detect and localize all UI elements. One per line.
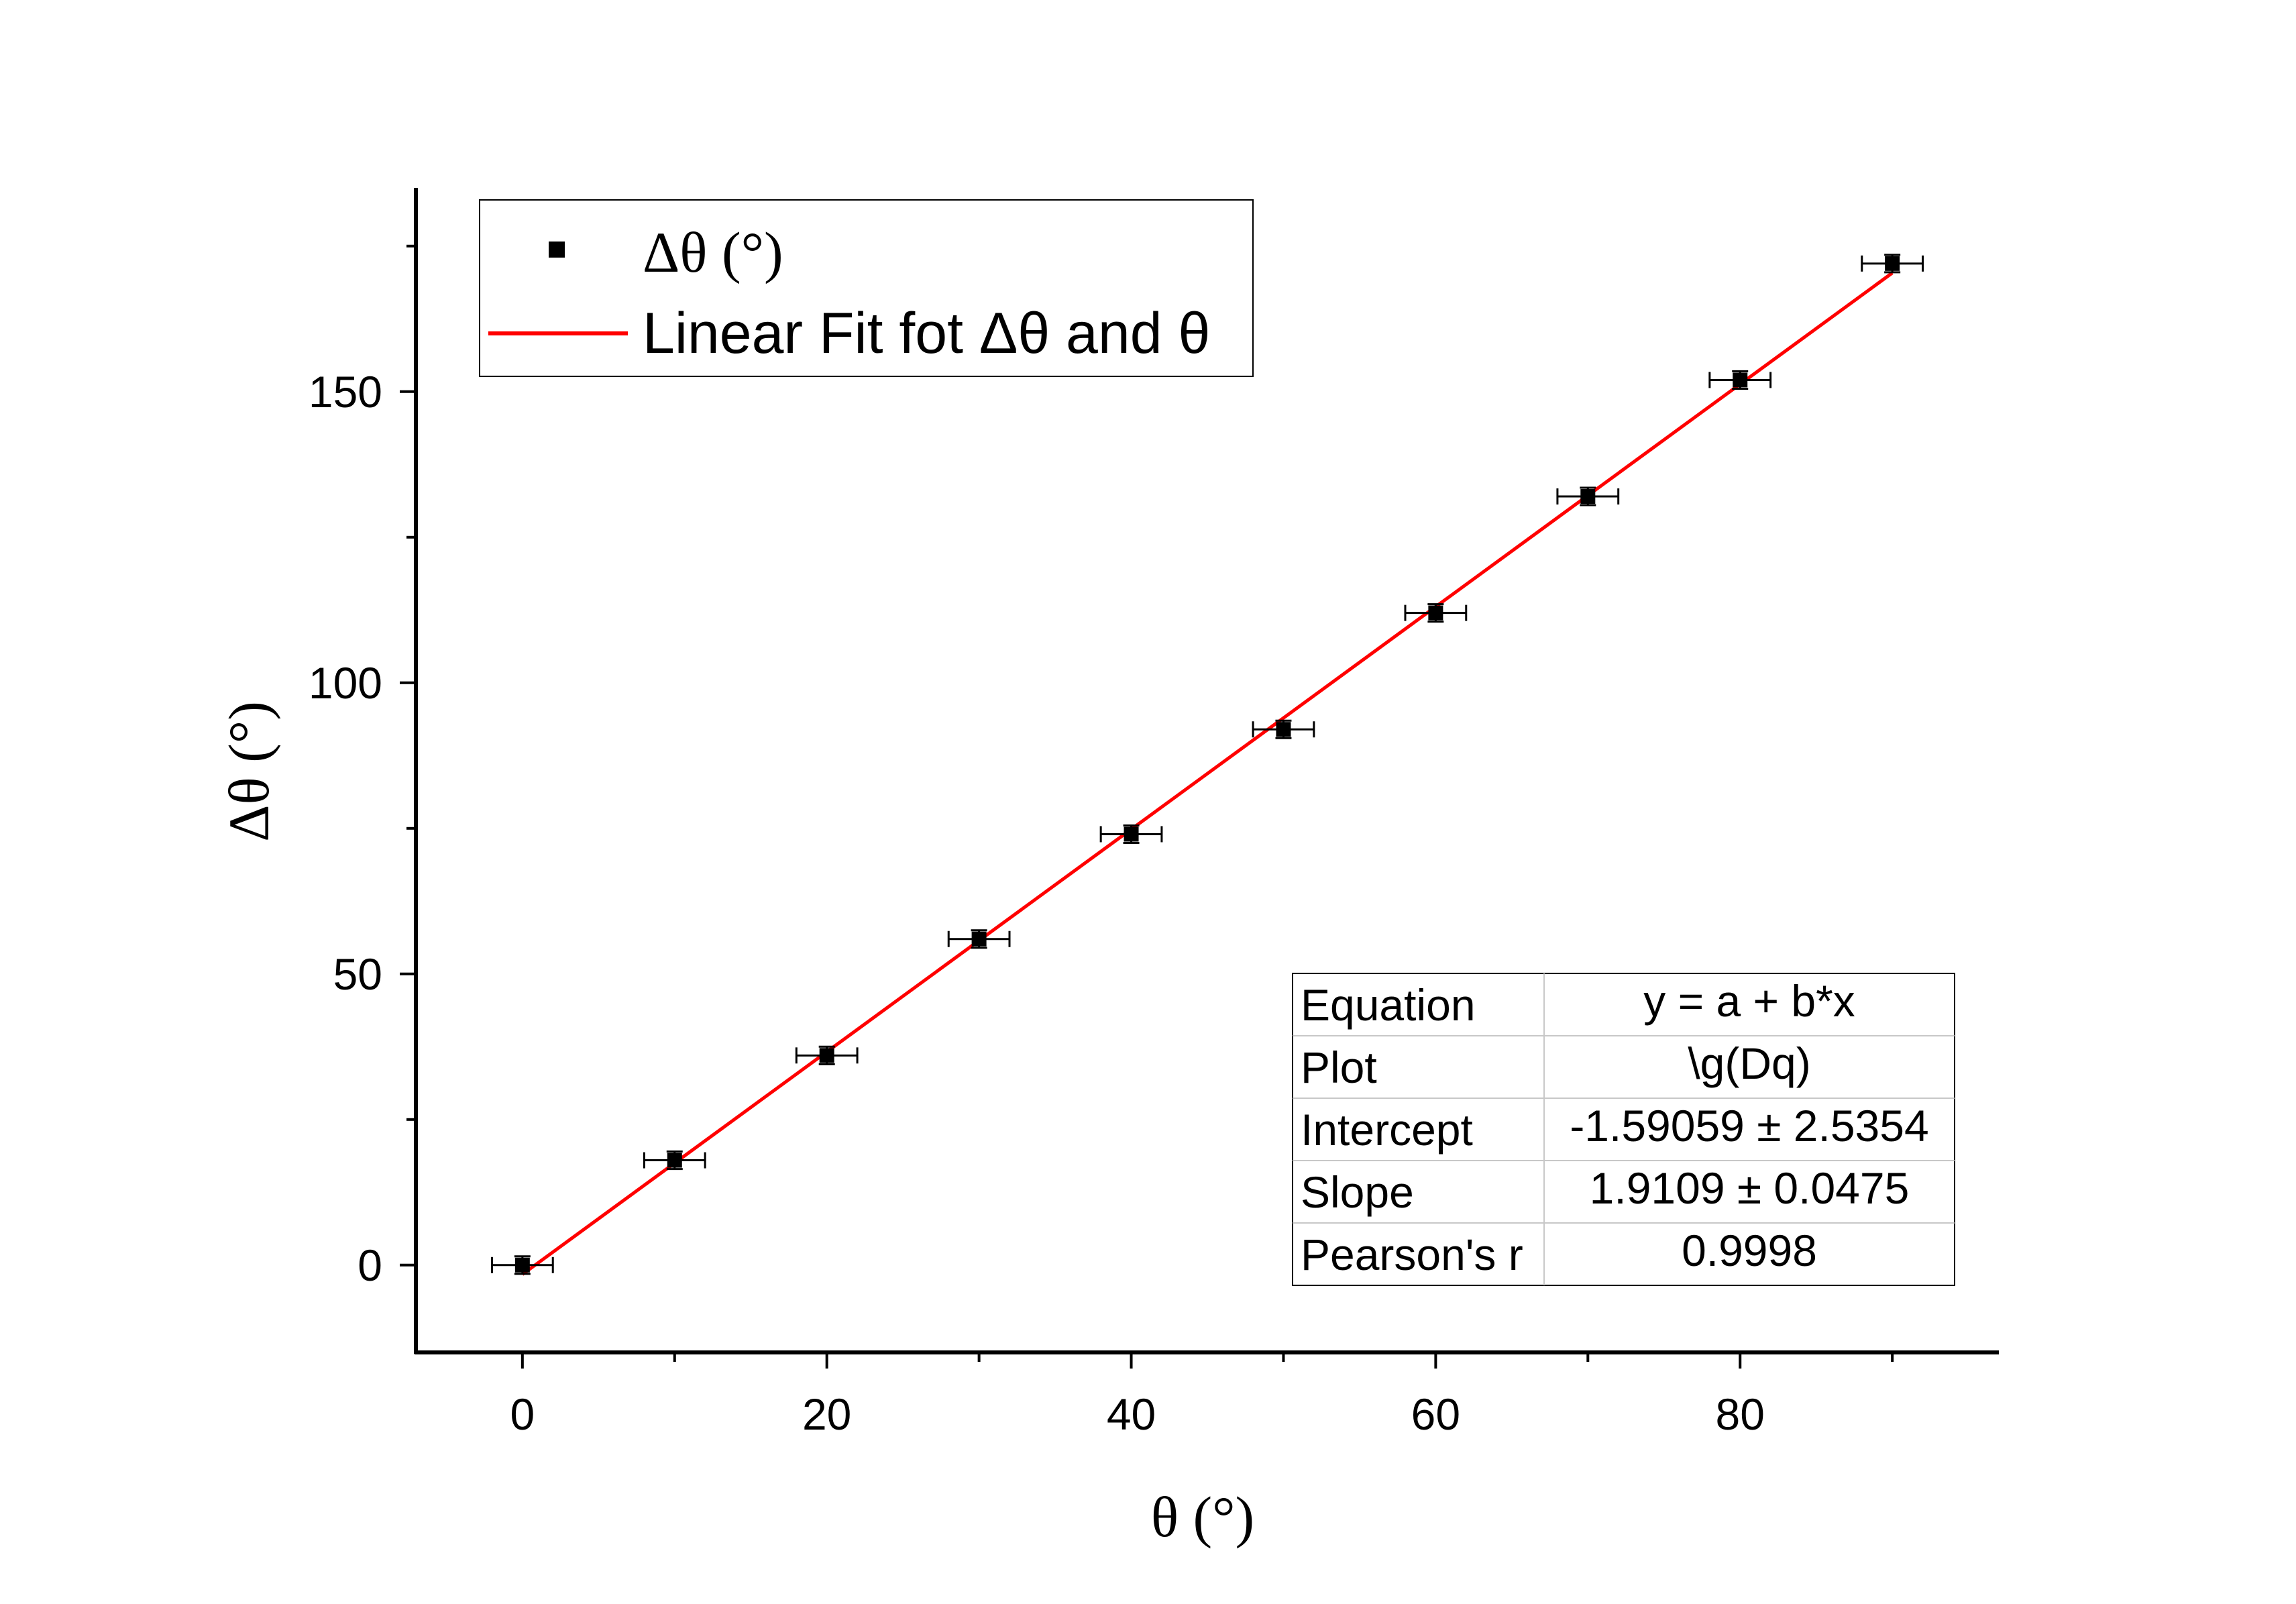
x-tick-label: 80 xyxy=(1716,1389,1765,1439)
stats-value: -1.59059 ± 2.5354 xyxy=(1570,1101,1928,1151)
data-point xyxy=(947,929,1011,949)
x-axis-title: θ (°) xyxy=(1151,1485,1254,1549)
legend: Δθ (°) Linear Fit fot Δθ and θ xyxy=(479,199,1254,377)
ticks: 0 20 40 60 80 0 50 100 150 xyxy=(309,244,1894,1439)
data-point xyxy=(490,1255,554,1275)
data-point xyxy=(1556,486,1620,506)
data-point xyxy=(1861,254,1924,274)
y-tick-label: 0 xyxy=(358,1240,382,1290)
data-point-marker xyxy=(1733,372,1748,388)
data-point xyxy=(1708,370,1772,390)
legend-box xyxy=(479,199,1254,377)
stats-table: Equation y = a + b*x Plot \g(Dq) Intercept -1… xyxy=(1292,973,1955,1286)
data-point-marker xyxy=(1580,489,1596,504)
y-tick-label: 150 xyxy=(309,367,382,417)
stats-label: Equation xyxy=(1301,980,1476,1030)
y-axis-title: Δθ (°) xyxy=(217,701,281,842)
y-tick-label: 100 xyxy=(309,658,382,708)
stats-label: Pearson's r xyxy=(1301,1230,1523,1279)
fit-line xyxy=(521,271,1894,1276)
y-tick-label: 50 xyxy=(333,949,382,999)
legend-label-data: Δθ (°) xyxy=(643,220,783,284)
data-point-marker xyxy=(667,1153,682,1168)
data-point xyxy=(1099,824,1163,844)
fit-line-group xyxy=(521,271,1894,1276)
axes xyxy=(414,188,1999,1354)
stats-value: 0.9998 xyxy=(1682,1226,1817,1275)
legend-label-fit: Linear Fit fot Δθ and θ xyxy=(643,301,1210,366)
data-point xyxy=(1252,719,1315,739)
data-point-marker xyxy=(514,1257,530,1273)
stats-value: y = a + b*x xyxy=(1643,976,1855,1026)
stats-value: 1.9109 ± 0.0475 xyxy=(1590,1163,1910,1213)
x-tick-label: 20 xyxy=(802,1389,851,1439)
stats-label: Plot xyxy=(1301,1042,1377,1092)
x-tick-label: 40 xyxy=(1107,1389,1156,1439)
data-point xyxy=(795,1045,859,1065)
stats-label: Slope xyxy=(1301,1167,1414,1217)
data-point-marker xyxy=(1885,256,1900,271)
data-point xyxy=(1404,603,1468,623)
legend-marker-square xyxy=(549,242,565,258)
data-point-marker xyxy=(819,1048,834,1063)
data-points-group xyxy=(490,254,1924,1275)
data-point-marker xyxy=(1428,605,1443,621)
stats-value: \g(Dq) xyxy=(1688,1038,1810,1088)
stats-table-frame xyxy=(1292,973,1955,1286)
data-point-marker xyxy=(971,931,987,947)
x-tick-label: 60 xyxy=(1411,1389,1460,1439)
x-tick-label: 0 xyxy=(510,1389,535,1439)
data-point-marker xyxy=(1124,826,1139,842)
data-point xyxy=(643,1151,706,1171)
stats-label: Intercept xyxy=(1301,1105,1473,1155)
data-point-marker xyxy=(1276,722,1291,737)
